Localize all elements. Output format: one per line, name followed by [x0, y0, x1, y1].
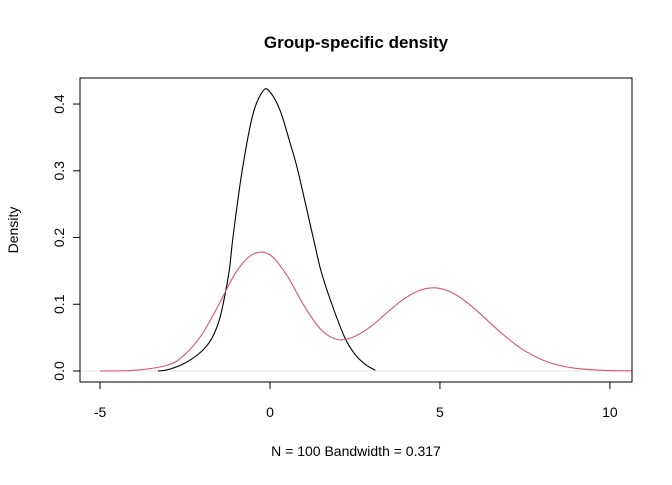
x-tick-label: 10: [602, 404, 618, 420]
x-tick-label: 0: [266, 404, 274, 420]
density-line-1: [157, 88, 376, 372]
y-tick-label: 0.4: [51, 94, 67, 114]
y-tick-label: 0.1: [51, 294, 67, 314]
y-axis-label: Density: [5, 207, 21, 254]
y-tick-label: 0.0: [51, 361, 67, 381]
x-tick-label: 5: [436, 404, 444, 420]
chart-title: Group-specific density: [264, 33, 449, 52]
x-axis-label: N = 100 Bandwidth = 0.317: [271, 443, 441, 459]
density-line-2: [100, 251, 633, 372]
x-tick-label: -5: [94, 404, 107, 420]
y-tick-label: 0.2: [51, 228, 67, 248]
y-tick-label: 0.3: [51, 161, 67, 181]
